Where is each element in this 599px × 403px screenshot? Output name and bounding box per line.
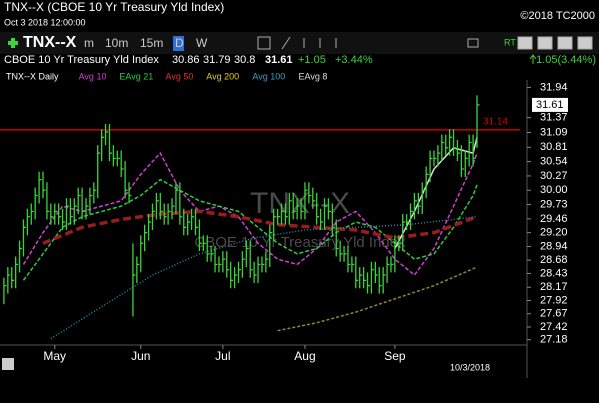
y-tick-label: 27.42: [540, 321, 568, 333]
moving-average: [50, 215, 478, 340]
y-tick-label: 28.17: [540, 281, 568, 293]
x-tick-label: Sep: [384, 349, 406, 363]
icon[interactable]: [537, 36, 553, 50]
interval-buttons: m 10m 15m D W: [84, 36, 208, 51]
quote-open: 30.86: [172, 54, 200, 66]
header-change: 1.05(3.44%): [536, 54, 596, 66]
icon[interactable]: [281, 36, 291, 50]
window-title: TNX--X (CBOE 10 Yr Treasury Yld Index): [4, 0, 224, 14]
rt: RT: [504, 37, 516, 47]
last-price-box: [532, 97, 568, 112]
y-tick-label: 30.00: [540, 184, 568, 196]
interval-button[interactable]: D: [175, 36, 184, 50]
y-tick-label: 29.46: [540, 213, 568, 225]
icon[interactable]: [517, 36, 533, 50]
add-icon[interactable]: [8, 38, 18, 48]
icon[interactable]: [577, 36, 593, 50]
quote-change: +1.05: [298, 54, 326, 66]
refresh-icon[interactable]: [2, 358, 14, 370]
active-interval: [173, 36, 184, 51]
y-tick-label: 31.94: [540, 81, 568, 93]
toolbar: [0, 32, 599, 54]
y-tick-label: 29.20: [540, 227, 568, 239]
y-tick-label: 28.43: [540, 267, 568, 279]
moving-average: [277, 266, 478, 332]
last-price: 31.61: [536, 99, 564, 111]
legend-entry: TNX--X Daily: [6, 71, 59, 81]
y-tick-label: 28.68: [540, 254, 568, 266]
y-tick-label: 27.92: [540, 294, 568, 306]
date-label: 10/3/2018: [450, 362, 490, 372]
legend-entry: Avg 10: [79, 71, 107, 81]
symbol[interactable]: TNX--X: [23, 34, 77, 51]
y-tick-label: 29.73: [540, 198, 568, 210]
legend: TNX--X Daily Avg 10 EAvg 21 Avg 50 Avg 200 Av…: [6, 71, 327, 81]
icon[interactable]: [257, 36, 271, 50]
legend-entry: EAvg 8: [299, 71, 328, 81]
moving-average: [394, 137, 478, 249]
legend-entry: Avg 50: [166, 71, 194, 81]
legend-entry: Avg 200: [206, 71, 239, 81]
y-tick-label: 31.37: [540, 112, 568, 124]
copyright: ©2018 TC2000: [520, 10, 595, 22]
quote-name: CBOE 10 Yr Treasury Yld Index: [4, 54, 159, 66]
x-tick-label: May: [43, 349, 66, 363]
interval-button[interactable]: m: [84, 36, 94, 50]
y-tick-label: 27.67: [540, 308, 568, 320]
reference-label: 31.14: [483, 116, 508, 127]
icon[interactable]: [467, 38, 479, 48]
quote-high: 31.79: [203, 54, 231, 66]
interval-button[interactable]: 15m: [140, 36, 163, 50]
timestamp: Oct 3 2018 12:00:00: [4, 17, 86, 27]
y-tick-label: 31.09: [540, 126, 568, 138]
watermark-sub: CBOE 10 Yr Treasury Yld Index: [194, 234, 406, 251]
moving-average: [22, 151, 478, 277]
x-tick-label: Jul: [215, 349, 230, 363]
y-tick-label: 30.81: [540, 141, 568, 153]
toolbar-icons: [257, 36, 593, 50]
moving-average: [22, 178, 478, 281]
y-tick-label: 30.27: [540, 170, 568, 182]
x-tick-label: Jun: [131, 349, 150, 363]
icon[interactable]: [303, 38, 337, 48]
legend-entry: Avg 100: [252, 71, 285, 81]
quote-close: 31.61: [265, 54, 293, 66]
interval-button[interactable]: W: [196, 36, 208, 50]
watermark: TNX--X: [250, 187, 350, 220]
legend-entry: EAvg 21: [119, 71, 153, 81]
y-tick-label: 28.94: [540, 240, 568, 252]
icon[interactable]: [557, 36, 573, 50]
x-tick-label: Aug: [294, 349, 315, 363]
quote-low: 30.8: [234, 54, 255, 66]
quote-change-pct: +3.44%: [335, 54, 373, 66]
y-tick-label: 30.54: [540, 156, 568, 168]
y-tick-label: 27.18: [540, 334, 568, 346]
up-arrow: [529, 54, 537, 64]
interval-button[interactable]: 10m: [105, 36, 128, 50]
